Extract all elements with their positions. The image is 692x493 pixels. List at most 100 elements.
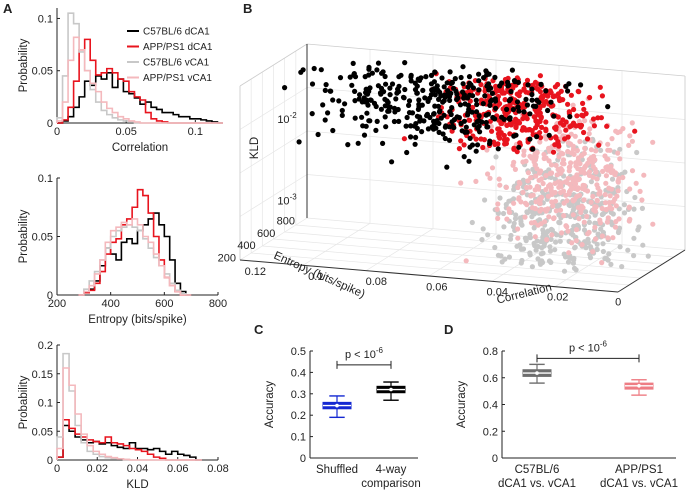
scatter-point-app-ps1-vca1 <box>559 230 565 236</box>
scatter-point-c57bl-6-dca1 <box>363 86 369 92</box>
scatter-point-c57bl-6-dca1 <box>414 125 420 131</box>
scatter-point-app-ps1-dca1 <box>514 149 520 155</box>
scatter-point-c57bl-6-dca1 <box>408 72 414 78</box>
scatter-point-c57bl-6-vca1 <box>561 268 568 274</box>
scatter-point-app-ps1-vca1 <box>596 191 602 197</box>
scatter-point-app-ps1-dca1 <box>584 136 591 142</box>
scatter-point-app-ps1-vca1 <box>584 213 590 220</box>
scatter-point-c57bl-6-dca1 <box>407 123 414 129</box>
scatter-point-app-ps1-vca1 <box>602 192 608 198</box>
scatter-point-app-ps1-vca1 <box>616 216 622 222</box>
scatter-point-c57bl-6-dca1 <box>566 81 572 87</box>
scatter-point-c57bl-6-dca1 <box>480 101 486 107</box>
scatter-point-c57bl-6-vca1 <box>583 240 589 246</box>
scatter-point-app-ps1-vca1 <box>515 184 521 191</box>
category-label-D: dCA1 vs. vCA1 <box>600 478 678 490</box>
scatter-point-app-ps1-vca1 <box>577 138 583 145</box>
scatter-point-c57bl-6-dca1 <box>487 138 493 144</box>
scatter-point-c57bl-6-dca1 <box>396 118 402 124</box>
scatter-point-app-ps1-vca1 <box>582 118 588 124</box>
scatter-point-app-ps1-dca1 <box>533 125 539 131</box>
histogram-A3-app-ps1-vca1 <box>56 367 202 461</box>
scatter-point-app-ps1-vca1 <box>549 232 555 238</box>
scatter-point-app-ps1-vca1 <box>495 201 501 207</box>
scatter-point-app-ps1-dca1 <box>553 124 559 130</box>
y-tick-label-D: 0.8 <box>483 346 498 358</box>
scatter-point-app-ps1-vca1 <box>607 193 613 199</box>
scatter-point-c57bl-6-vca1 <box>539 258 545 264</box>
scatter-point-c57bl-6-dca1 <box>383 124 389 130</box>
scatter-point-c57bl-6-dca1 <box>483 119 489 126</box>
scatter-point-app-ps1-dca1 <box>581 106 587 112</box>
scatter-point-c57bl-6-dca1 <box>506 98 512 104</box>
scatter-point-app-ps1-vca1 <box>512 166 519 172</box>
scatter-point-c57bl-6-dca1 <box>282 85 288 91</box>
scatter-point-app-ps1-vca1 <box>599 260 605 266</box>
scatter-point-app-ps1-vca1 <box>592 236 599 242</box>
panel-letter-b: B <box>243 1 252 16</box>
scatter-point-c57bl-6-vca1 <box>625 247 631 253</box>
scatter-point-app-ps1-vca1 <box>458 180 464 186</box>
scatter-point-c57bl-6-vca1 <box>619 264 625 270</box>
scatter-point-c57bl-6-dca1 <box>359 114 365 120</box>
scatter-point-c57bl-6-vca1 <box>552 247 558 253</box>
scatter-point-c57bl-6-vca1 <box>580 213 586 219</box>
scatter-point-c57bl-6-dca1 <box>488 98 494 104</box>
scatter-point-app-ps1-dca1 <box>492 141 498 147</box>
scatter-point-app-ps1-vca1 <box>583 163 589 169</box>
category-label-D: APP/PS1 <box>615 464 663 476</box>
scatter-point-app-ps1-vca1 <box>581 219 587 225</box>
scatter-point-c57bl-6-dca1 <box>345 142 351 148</box>
scatter-point-app-ps1-vca1 <box>607 147 613 153</box>
scatter-point-app-ps1-vca1 <box>532 206 539 212</box>
scatter-point-c57bl-6-dca1 <box>422 95 428 101</box>
scatter-point-c57bl-6-dca1 <box>516 144 522 150</box>
scatter-point-c57bl-6-dca1 <box>487 102 493 108</box>
scatter-point-app-ps1-vca1 <box>524 184 530 191</box>
scatter-point-c57bl-6-vca1 <box>529 200 535 206</box>
scatter-point-c57bl-6-dca1 <box>393 96 399 102</box>
histogram-A2-c57bl-6-vca1 <box>78 224 192 296</box>
scatter-point-c57bl-6-dca1 <box>460 81 466 87</box>
scatter-point-c57bl-6-dca1 <box>545 107 551 114</box>
scatter-point-app-ps1-vca1 <box>558 150 565 156</box>
scatter-point-c57bl-6-dca1 <box>337 75 344 81</box>
scatter-point-c57bl-6-dca1 <box>296 139 302 145</box>
scatter-point-c57bl-6-dca1 <box>495 146 501 152</box>
scatter-point-c57bl-6-dca1 <box>369 70 375 76</box>
scatter-point-app-ps1-dca1 <box>566 109 572 115</box>
scatter-point-app-ps1-vca1 <box>626 205 632 211</box>
scatter-point-app-ps1-dca1 <box>599 93 606 99</box>
scatter-point-c57bl-6-dca1 <box>605 104 611 110</box>
scatter-point-app-ps1-vca1 <box>525 178 531 184</box>
scatter-point-c57bl-6-dca1 <box>374 67 380 73</box>
scatter-point-c57bl-6-vca1 <box>500 210 507 217</box>
scatter-point-c57bl-6-vca1 <box>639 205 646 211</box>
scatter-point-c57bl-6-dca1 <box>309 111 315 117</box>
y-tick-label-C: 0.4 <box>291 367 306 379</box>
scatter-point-c57bl-6-vca1 <box>518 260 524 266</box>
scatter-point-app-ps1-vca1 <box>546 145 552 151</box>
scatter-point-c57bl-6-vca1 <box>511 220 517 226</box>
scatter-point-app-ps1-vca1 <box>615 188 621 194</box>
legend-label: C57BL/6 dCA1 <box>143 27 210 38</box>
scatter-point-c57bl-6-dca1 <box>430 126 437 132</box>
scatter-point-c57bl-6-dca1 <box>387 92 393 98</box>
scatter-point-c57bl-6-dca1 <box>413 134 419 140</box>
grid-floor <box>251 252 630 286</box>
scatter-point-app-ps1-dca1 <box>401 136 407 142</box>
scatter-point-app-ps1-vca1 <box>536 170 543 176</box>
scatter-point-app-ps1-vca1 <box>463 258 469 264</box>
scatter-point-c57bl-6-dca1 <box>382 96 388 102</box>
scatter-point-app-ps1-vca1 <box>544 237 550 243</box>
scatter-point-app-ps1-vca1 <box>620 174 626 181</box>
scatter-point-app-ps1-vca1 <box>612 224 619 230</box>
scatter-point-app-ps1-dca1 <box>498 130 504 136</box>
scatter-point-c57bl-6-vca1 <box>514 243 520 249</box>
scatter-point-c57bl-6-dca1 <box>318 67 324 73</box>
scatter-point-app-ps1-dca1 <box>478 82 484 88</box>
scatter-point-c57bl-6-dca1 <box>414 113 420 119</box>
scatter-point-app-ps1-vca1 <box>494 206 500 212</box>
scatter-point-c57bl-6-dca1 <box>373 103 379 110</box>
scatter-point-c57bl-6-vca1 <box>594 246 600 253</box>
